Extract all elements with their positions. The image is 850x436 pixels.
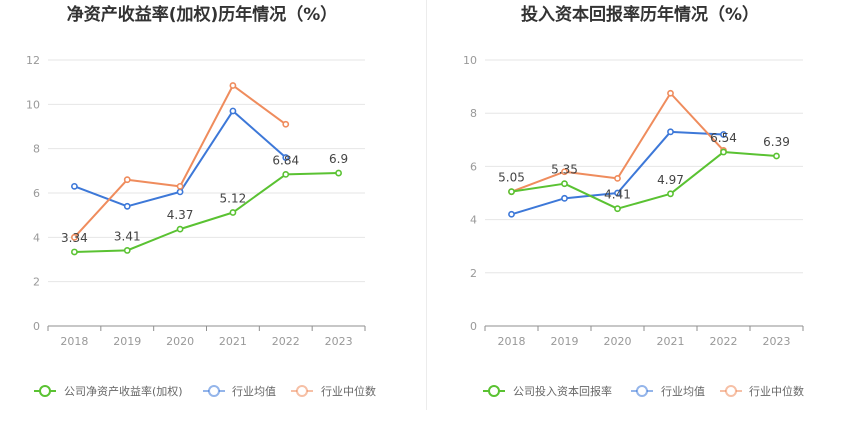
data-point xyxy=(561,168,568,176)
y-tick-label: 12 xyxy=(26,54,40,67)
data-label: 6.39 xyxy=(763,135,790,149)
legend-label: 公司净资产收益率(加权) xyxy=(64,384,183,398)
data-point xyxy=(720,131,727,138)
data-point xyxy=(123,176,131,184)
x-tick-label: 2022 xyxy=(710,335,738,348)
series-line xyxy=(511,151,777,210)
data-point xyxy=(335,169,342,177)
data-label: 4.37 xyxy=(167,208,194,222)
data-label: 5.05 xyxy=(498,171,525,185)
data-label: 6.84 xyxy=(272,153,299,167)
legend-label: 行业均值 xyxy=(661,385,705,398)
x-tick-label: 2021 xyxy=(657,335,685,348)
legend-marker xyxy=(636,385,648,397)
legend-item: 公司净资产收益率(加权) xyxy=(34,384,183,398)
legend-item: 行业均值 xyxy=(203,385,276,398)
legend-item: 公司投入资本回报率 xyxy=(483,384,612,398)
data-point xyxy=(176,188,184,196)
data-label: 4.41 xyxy=(604,188,631,202)
data-point xyxy=(773,152,780,160)
data-point xyxy=(720,148,727,156)
legend-label: 行业中位数 xyxy=(321,384,376,398)
legend-label: 行业均值 xyxy=(232,385,276,398)
data-point xyxy=(282,154,290,161)
series-line xyxy=(74,172,339,253)
data-point xyxy=(123,202,131,210)
data-point xyxy=(176,182,184,190)
data-label: 3.41 xyxy=(114,229,141,243)
legend-item: 行业中位数 xyxy=(291,384,376,398)
x-tick-label: 2018 xyxy=(60,335,88,348)
roe-chart: 净资产收益率(加权)历年情况（%） 0 2 4 6 8 10 12 2018 2019 2020 20… xyxy=(26,4,376,398)
data-point xyxy=(614,174,621,182)
y-tick-label: 4 xyxy=(33,231,40,244)
y-tick-label: 0 xyxy=(33,320,40,333)
data-point xyxy=(282,120,290,128)
series-line xyxy=(511,130,724,216)
x-tick-label: 2023 xyxy=(763,335,791,348)
data-point xyxy=(229,82,237,89)
data-point xyxy=(508,188,515,196)
x-tick-label: 2020 xyxy=(604,335,632,348)
data-label: 4.97 xyxy=(657,173,684,187)
data-point xyxy=(123,247,131,254)
chart-title: 净资产收益率(加权)历年情况（%） xyxy=(67,4,338,25)
data-point xyxy=(614,205,621,213)
data-point xyxy=(71,182,78,190)
data-point xyxy=(176,225,184,233)
legend-item: 行业均值 xyxy=(631,385,705,398)
y-tick-label: 2 xyxy=(470,267,477,280)
x-tick-label: 2019 xyxy=(113,335,141,348)
legend-item: 行业中位数 xyxy=(720,384,804,398)
data-label: 5.12 xyxy=(220,192,247,206)
data-point xyxy=(229,209,237,216)
y-tick-label: 4 xyxy=(470,214,477,227)
data-point xyxy=(667,128,674,136)
x-tick-label: 2022 xyxy=(272,335,300,348)
data-point xyxy=(282,170,290,178)
data-point xyxy=(667,89,674,97)
x-tick-label: 2023 xyxy=(325,335,353,348)
y-tick-label: 0 xyxy=(470,320,477,333)
data-point xyxy=(667,190,674,198)
data-label: 5.35 xyxy=(551,163,578,177)
y-tick-label: 2 xyxy=(33,276,40,289)
x-tick-label: 2019 xyxy=(551,335,579,348)
legend-marker xyxy=(488,385,500,397)
y-tick-label: 8 xyxy=(470,107,477,120)
y-tick-label: 6 xyxy=(33,187,40,200)
y-tick-label: 10 xyxy=(463,54,477,67)
legend-marker xyxy=(208,385,220,397)
legend-marker xyxy=(725,385,737,397)
data-point xyxy=(561,194,568,202)
data-point xyxy=(561,180,568,188)
data-point xyxy=(229,107,237,115)
data-label: 6.54 xyxy=(710,131,737,145)
y-tick-label: 8 xyxy=(33,143,40,156)
data-label: 3.34 xyxy=(61,231,88,245)
chart-title: 投入资本回报率历年情况（%） xyxy=(521,4,759,25)
y-tick-label: 6 xyxy=(470,160,477,173)
legend-label: 公司投入资本回报率 xyxy=(513,384,612,398)
roic-chart: 投入资本回报率历年情况（%） 0 2 4 6 8 10 2018 2019 2020 2021 202… xyxy=(463,4,804,398)
legend-label: 行业中位数 xyxy=(749,384,804,398)
x-tick-label: 2020 xyxy=(166,335,194,348)
legend-marker xyxy=(39,385,51,397)
data-point xyxy=(508,210,515,218)
panel-divider xyxy=(426,0,427,410)
x-tick-label: 2018 xyxy=(498,335,526,348)
data-point xyxy=(71,248,78,256)
x-tick-label: 2021 xyxy=(219,335,247,348)
legend-marker xyxy=(296,385,308,397)
data-point xyxy=(614,189,621,197)
data-label: 6.9 xyxy=(329,152,348,166)
data-point xyxy=(71,233,78,241)
y-tick-label: 10 xyxy=(26,98,40,111)
